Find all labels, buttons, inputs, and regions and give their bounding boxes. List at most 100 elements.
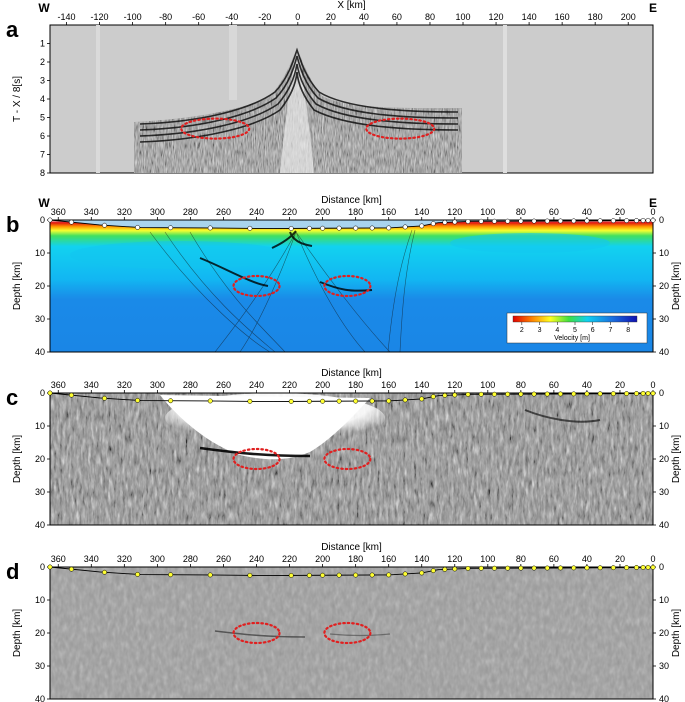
station-marker bbox=[531, 565, 537, 571]
station-marker bbox=[69, 566, 74, 572]
migration-swings bbox=[149, 229, 416, 352]
station-marker bbox=[650, 217, 656, 223]
east-label: E bbox=[649, 196, 657, 210]
x-tick-label: 180 bbox=[348, 554, 363, 564]
x-tick-label: 300 bbox=[150, 380, 165, 390]
target-ellipse bbox=[180, 117, 251, 140]
x-tick-label: 60 bbox=[549, 554, 559, 564]
x-tick-label: 120 bbox=[447, 207, 462, 217]
right-y-tick-label: 20 bbox=[659, 281, 669, 291]
x-tick-label: 260 bbox=[216, 380, 231, 390]
station-marker bbox=[645, 564, 651, 570]
station-marker bbox=[402, 224, 408, 230]
y-axis-title: Depth [km] bbox=[12, 435, 23, 484]
x-tick-label: 100 bbox=[480, 554, 495, 564]
x-tick-label: 160 bbox=[555, 12, 570, 22]
station-marker bbox=[640, 217, 646, 223]
y-tick-label: 0 bbox=[40, 562, 45, 572]
right-y-tick-label: 30 bbox=[659, 487, 669, 497]
x-tick-label: 60 bbox=[549, 380, 559, 390]
x-tick-label: 280 bbox=[183, 380, 198, 390]
station-marker bbox=[452, 566, 458, 572]
x-tick-label: 320 bbox=[117, 207, 132, 217]
station-marker bbox=[207, 398, 213, 404]
station-marker bbox=[102, 395, 107, 401]
x-axis-title: Distance [km] bbox=[321, 542, 382, 553]
colorbar-tick-label: 2 bbox=[520, 327, 524, 334]
right-y-tick-label: 40 bbox=[659, 347, 669, 357]
right-y-axis-title: Depth [km] bbox=[671, 262, 682, 311]
y-tick-label: 30 bbox=[35, 487, 45, 497]
station-marker bbox=[168, 572, 174, 578]
station-marker bbox=[558, 218, 563, 224]
x-tick-label: 200 bbox=[315, 554, 330, 564]
station-marker bbox=[369, 572, 375, 578]
y-axis-title: T - X / 8[s] bbox=[12, 76, 23, 122]
station-marker bbox=[69, 219, 74, 225]
x-tick-label: 0 bbox=[295, 12, 300, 22]
station-marker bbox=[306, 398, 312, 404]
x-tick-label: -140 bbox=[58, 12, 76, 22]
right-y-axis-title: Depth [km] bbox=[671, 609, 682, 658]
x-tick-label: -100 bbox=[124, 12, 142, 22]
station-marker bbox=[47, 217, 53, 223]
station-marker bbox=[465, 219, 471, 224]
station-marker bbox=[505, 391, 511, 397]
x-tick-label: 60 bbox=[392, 12, 402, 22]
x-tick-label: 40 bbox=[582, 380, 592, 390]
station-marker bbox=[610, 218, 616, 224]
right-y-tick-label: 10 bbox=[659, 248, 669, 258]
station-marker bbox=[558, 391, 563, 397]
colorbar-label: Velocity [m] bbox=[554, 335, 590, 342]
station-marker bbox=[491, 391, 497, 397]
x-tick-label: 20 bbox=[326, 12, 336, 22]
x-axis-title: X [km] bbox=[337, 0, 366, 11]
x-tick-label: -80 bbox=[159, 12, 172, 22]
x-tick-label: 160 bbox=[381, 554, 396, 564]
station-marker bbox=[386, 572, 392, 578]
station-marker bbox=[207, 225, 213, 231]
station-marker bbox=[505, 218, 511, 224]
x-tick-label: 80 bbox=[425, 12, 435, 22]
panel-d bbox=[49, 566, 654, 700]
x-tick-label: 200 bbox=[315, 380, 330, 390]
x-tick-label: 160 bbox=[381, 207, 396, 217]
target-ellipse bbox=[365, 117, 436, 140]
x-tick-label: 340 bbox=[84, 380, 99, 390]
right-y-tick-label: 30 bbox=[659, 661, 669, 671]
x-tick-label: 340 bbox=[84, 207, 99, 217]
station-marker bbox=[610, 565, 616, 571]
station-marker bbox=[571, 218, 577, 224]
station-marker bbox=[518, 565, 524, 571]
station-marker bbox=[288, 399, 294, 404]
x-tick-label: 200 bbox=[315, 207, 330, 217]
right-y-tick-label: 20 bbox=[659, 454, 669, 464]
x-tick-label: 120 bbox=[447, 380, 462, 390]
west-label: W bbox=[38, 196, 50, 210]
target-ellipse bbox=[232, 447, 281, 471]
x-tick-label: 40 bbox=[582, 207, 592, 217]
right-y-tick-label: 40 bbox=[659, 520, 669, 530]
station-marker bbox=[571, 565, 577, 571]
station-marker bbox=[353, 572, 359, 578]
target-ellipse bbox=[232, 274, 281, 298]
x-tick-label: 280 bbox=[183, 554, 198, 564]
y-tick-label: 30 bbox=[35, 314, 45, 324]
station-marker bbox=[465, 566, 471, 571]
station-marker bbox=[584, 218, 590, 224]
y-tick-label: 1 bbox=[40, 39, 45, 49]
x-tick-label: 200 bbox=[621, 12, 636, 22]
station-marker bbox=[386, 398, 392, 404]
right-y-tick-label: 30 bbox=[659, 314, 669, 324]
y-tick-label: 20 bbox=[35, 454, 45, 464]
y-tick-label: 8 bbox=[40, 168, 45, 178]
x-tick-label: 220 bbox=[282, 554, 297, 564]
station-marker bbox=[640, 564, 646, 570]
station-marker bbox=[402, 571, 408, 577]
x-tick-label: 140 bbox=[414, 207, 429, 217]
station-marker bbox=[571, 391, 577, 397]
axes-layer: aW EX [km]-140 -120 -100 -80 -60 -40 -20 0 20 40 60… bbox=[6, 0, 682, 702]
y-axis-title: Depth [km] bbox=[12, 262, 23, 311]
station-marker bbox=[386, 225, 392, 231]
water-layer bbox=[50, 220, 653, 229]
